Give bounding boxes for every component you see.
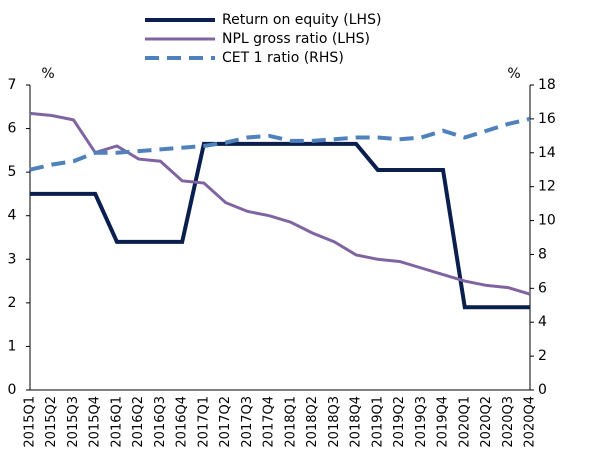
x-tick-label: 2017Q4 — [262, 396, 277, 448]
y-unit: % — [41, 66, 54, 82]
x-tick-label: 2020Q3 — [501, 396, 516, 448]
y2-tick-label: 18 — [538, 77, 556, 93]
y2-tick-label: 2 — [538, 348, 547, 364]
x-tick-label: 2016Q2 — [131, 396, 146, 448]
y-tick-label: 6 — [8, 121, 17, 137]
series-line — [30, 141, 530, 310]
x-tick-label: 2016Q1 — [109, 396, 124, 448]
x-tick-label: 2017Q3 — [240, 396, 255, 448]
x-tick-label: 2015Q1 — [23, 396, 38, 448]
x-tick-label: 2015Q2 — [44, 396, 59, 448]
x-tick-label: 2015Q3 — [66, 396, 81, 448]
x-tick-label: 2017Q1 — [196, 396, 211, 448]
x-tick-label: 2020Q1 — [457, 396, 472, 448]
x-tick-label: 2019Q2 — [392, 396, 407, 448]
y2-tick-label: 8 — [538, 246, 547, 262]
y-tick-label: 4 — [8, 208, 17, 224]
y-tick-label: 2 — [8, 295, 17, 311]
x-tick-label: 2019Q4 — [436, 396, 451, 448]
y2-tick-label: 10 — [538, 213, 556, 229]
x-tick-label: 2016Q3 — [153, 396, 168, 448]
series-line — [29, 111, 531, 296]
x-tick-label: 2016Q4 — [175, 396, 190, 448]
x-tick-label: 2019Q1 — [370, 396, 385, 448]
y2-tick-label: 4 — [538, 314, 547, 330]
x-tick-label: 2018Q4 — [349, 396, 364, 448]
series-line — [29, 116, 531, 172]
y-tick-label: 0 — [8, 382, 17, 398]
x-tick-label: 2019Q3 — [414, 396, 429, 448]
x-tick-label: 2018Q1 — [283, 396, 298, 448]
x-tick-label: 2020Q2 — [479, 396, 494, 448]
y-tick-label: 5 — [8, 164, 17, 180]
y2-tick-label: 14 — [538, 145, 556, 161]
y2-tick-label: 0 — [538, 382, 547, 398]
x-tick-label: 2020Q4 — [523, 396, 538, 448]
y2-unit: % — [507, 66, 520, 82]
legend-label: Return on equity (LHS) — [222, 12, 381, 28]
y2-tick-label: 12 — [538, 179, 556, 195]
y-tick-label: 1 — [8, 338, 17, 354]
x-tick-label: 2017Q2 — [218, 396, 233, 448]
legend-label: CET 1 ratio (RHS) — [222, 50, 344, 66]
y2-tick-label: 6 — [538, 280, 547, 296]
y-tick-label: 7 — [8, 77, 17, 93]
y-tick-label: 3 — [8, 251, 17, 267]
legend-label: NPL gross ratio (LHS) — [222, 31, 370, 47]
x-tick-label: 2018Q2 — [305, 396, 320, 448]
x-tick-label: 2015Q4 — [88, 396, 103, 448]
x-tick-label: 2018Q3 — [327, 396, 342, 448]
y2-tick-label: 16 — [538, 111, 556, 127]
